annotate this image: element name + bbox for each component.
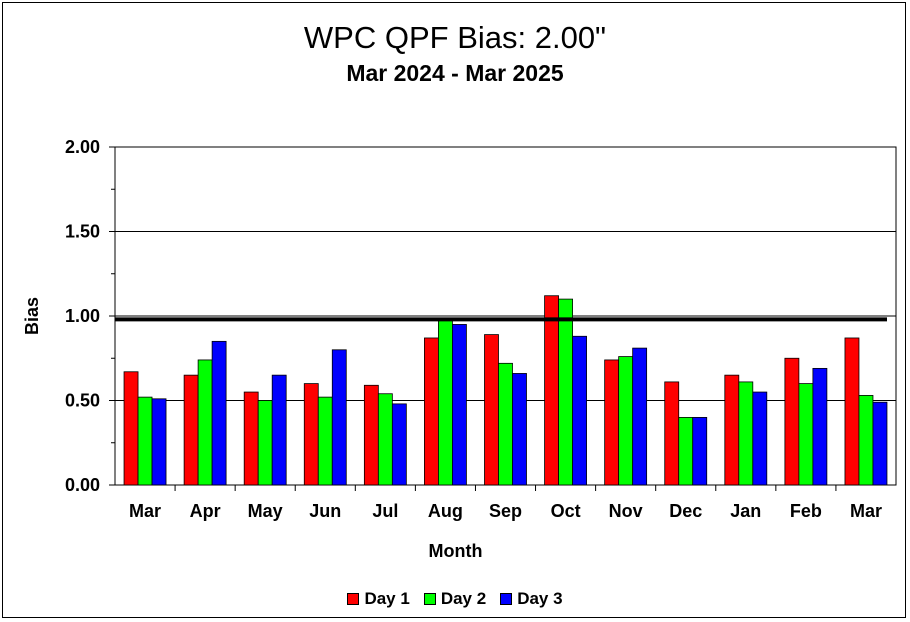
legend-swatch-day2 bbox=[423, 593, 436, 605]
x-tick-label: Mar bbox=[850, 501, 882, 521]
x-tick-label: Dec bbox=[669, 501, 702, 521]
bar bbox=[452, 324, 467, 486]
x-tick-label: May bbox=[248, 501, 283, 521]
bar bbox=[872, 401, 888, 486]
x-tick-label: Mar bbox=[129, 501, 161, 521]
x-tick-label: Aug bbox=[428, 501, 463, 521]
y-tick-label: 0.50 bbox=[65, 391, 100, 411]
y-tick-label: 1.50 bbox=[65, 222, 100, 242]
bar bbox=[271, 374, 287, 486]
bar bbox=[724, 374, 740, 486]
bar bbox=[424, 337, 439, 486]
bar bbox=[692, 416, 708, 486]
bar bbox=[257, 400, 273, 486]
chart-subtitle: Mar 2024 - Mar 2025 bbox=[346, 60, 564, 86]
bar bbox=[812, 367, 828, 486]
x-tick-label: Sep bbox=[489, 501, 522, 521]
bar bbox=[438, 318, 453, 486]
bar bbox=[123, 371, 139, 486]
legend-item-day2: Day 2 bbox=[423, 589, 487, 609]
bar bbox=[664, 381, 680, 486]
legend-label-day3: Day 3 bbox=[517, 589, 563, 608]
bar bbox=[618, 356, 634, 486]
x-tick-label: Apr bbox=[190, 501, 221, 521]
bar bbox=[151, 398, 167, 486]
chart-title: WPC QPF Bias: 2.00" bbox=[303, 20, 607, 55]
bar bbox=[391, 403, 407, 486]
y-tick-label: 2.00 bbox=[65, 137, 100, 157]
bar bbox=[604, 359, 620, 486]
bar bbox=[377, 393, 393, 486]
y-axis-label: Bias bbox=[22, 297, 42, 335]
legend-swatch-day3 bbox=[500, 593, 513, 605]
legend-item-day3: Day 3 bbox=[500, 589, 563, 609]
legend-item-day1: Day 1 bbox=[347, 589, 410, 609]
legend: Day 1 Day 2 Day 3 bbox=[0, 589, 910, 609]
bar bbox=[498, 362, 513, 486]
bar bbox=[331, 349, 347, 486]
bar bbox=[558, 298, 573, 486]
x-axis-label: Month bbox=[429, 541, 483, 561]
legend-swatch-day1 bbox=[347, 593, 360, 605]
y-tick-label: 1.00 bbox=[65, 306, 100, 326]
bar bbox=[572, 335, 587, 486]
bar bbox=[632, 347, 648, 486]
x-tick-label: Nov bbox=[609, 501, 643, 521]
x-tick-label: Jan bbox=[730, 501, 761, 521]
x-tick-label: Feb bbox=[790, 501, 822, 521]
bar bbox=[544, 295, 559, 486]
bar bbox=[211, 340, 227, 486]
bar bbox=[798, 383, 814, 486]
bar bbox=[317, 396, 333, 486]
x-tick-label: Jul bbox=[372, 501, 398, 521]
bar bbox=[363, 384, 379, 486]
bar bbox=[844, 337, 860, 486]
bar bbox=[137, 396, 153, 486]
bar bbox=[484, 334, 499, 486]
bar bbox=[784, 357, 800, 486]
bar bbox=[197, 359, 213, 486]
bar bbox=[303, 383, 319, 486]
bar bbox=[243, 391, 259, 486]
bar bbox=[512, 373, 527, 486]
bar bbox=[738, 381, 754, 486]
y-tick-label: 0.00 bbox=[65, 475, 100, 495]
legend-label-day2: Day 2 bbox=[440, 589, 487, 608]
legend-label-day1: Day 1 bbox=[364, 589, 410, 608]
bar bbox=[752, 391, 768, 486]
bar bbox=[858, 395, 874, 486]
x-tick-label: Jun bbox=[309, 501, 341, 521]
x-tick-label: Oct bbox=[551, 501, 581, 521]
bar bbox=[183, 374, 199, 486]
bar bbox=[678, 416, 694, 486]
